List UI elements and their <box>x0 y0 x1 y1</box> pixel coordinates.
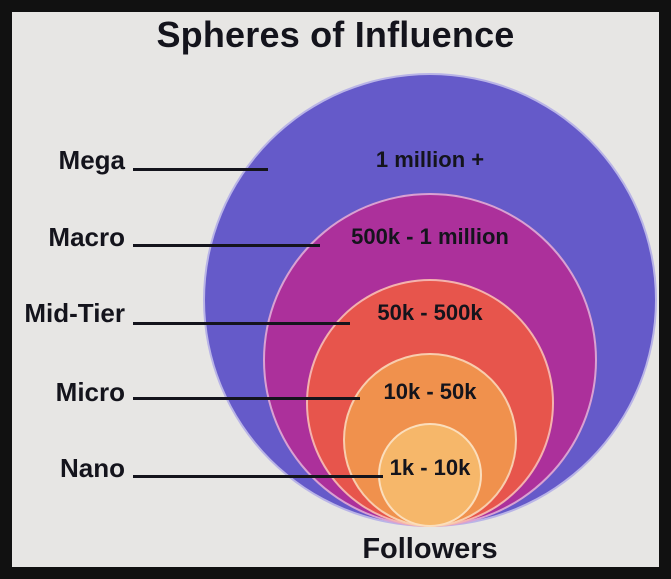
range-label-macro: 500k - 1 million <box>351 224 509 249</box>
connector-line-mega <box>133 168 268 171</box>
followers-label: Followers <box>362 533 498 565</box>
page-title: Spheres of Influence <box>156 14 515 55</box>
connector-line-micro <box>133 397 360 400</box>
connector-line-mid-tier <box>133 322 350 325</box>
connector-line-macro <box>133 244 320 247</box>
range-label-mega: 1 million + <box>375 147 485 172</box>
range-label-nano: 1k - 10k <box>389 455 471 480</box>
connector-line-nano <box>133 475 383 478</box>
tier-label-micro: Micro <box>55 377 125 407</box>
tier-label-mega: Mega <box>58 145 125 175</box>
tier-label-mid-tier: Mid-Tier <box>24 298 125 328</box>
range-label-micro: 10k - 50k <box>383 379 477 404</box>
range-label-mid-tier: 50k - 500k <box>377 300 483 325</box>
tier-label-nano: Nano <box>60 453 125 483</box>
tier-label-macro: Macro <box>48 222 125 252</box>
